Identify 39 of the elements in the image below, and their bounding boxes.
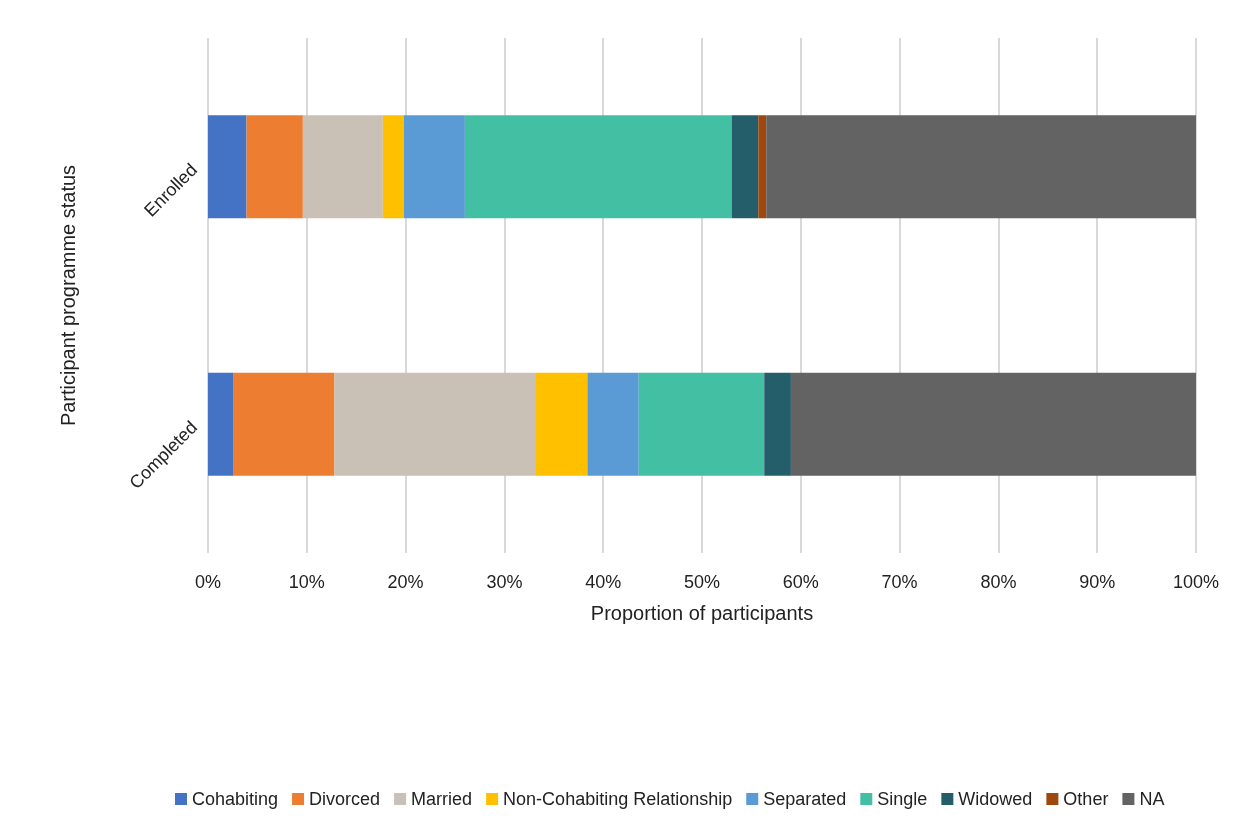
legend-label: Non-Cohabiting Relationship	[503, 789, 733, 809]
x-tick-label: 40%	[585, 572, 622, 592]
legend-label: Separated	[763, 789, 847, 809]
bar	[246, 115, 303, 219]
legend-label: Married	[411, 789, 473, 809]
bar	[382, 115, 404, 219]
x-tick-label: 0%	[194, 572, 222, 592]
x-tick-label: 80%	[980, 572, 1017, 592]
bar	[208, 372, 234, 476]
x-tick-label: 60%	[782, 572, 819, 592]
bar	[766, 115, 1196, 219]
bar	[464, 115, 732, 219]
x-tick-label: 90%	[1079, 572, 1116, 592]
legend-label: Cohabiting	[192, 789, 279, 809]
x-tick-label: 30%	[486, 572, 523, 592]
bar	[334, 372, 537, 476]
x-tick-label: 50%	[683, 572, 721, 592]
y-axis-title: Participant programme status	[57, 164, 79, 427]
x-tick-label: 20%	[387, 572, 424, 592]
bar	[587, 372, 639, 476]
legend-label: Single	[877, 789, 928, 809]
bar	[731, 115, 759, 219]
x-axis-title: Proportion of participants	[590, 602, 814, 624]
x-tick-label: 100%	[1172, 572, 1220, 592]
bar	[758, 115, 767, 219]
legend-label: Other	[1063, 789, 1109, 809]
x-tick-label: 70%	[881, 572, 918, 592]
legend-label: Widowed	[958, 789, 1033, 809]
legend-label: Divorced	[309, 789, 381, 809]
bar	[302, 115, 383, 219]
bar	[208, 115, 247, 219]
bar	[536, 372, 588, 476]
bar	[764, 372, 791, 476]
legend-label: NA	[1139, 789, 1165, 809]
bar	[403, 115, 465, 219]
bar	[790, 372, 1196, 476]
bar	[638, 372, 765, 476]
x-tick-label: 10%	[288, 572, 325, 592]
bar	[233, 372, 335, 476]
